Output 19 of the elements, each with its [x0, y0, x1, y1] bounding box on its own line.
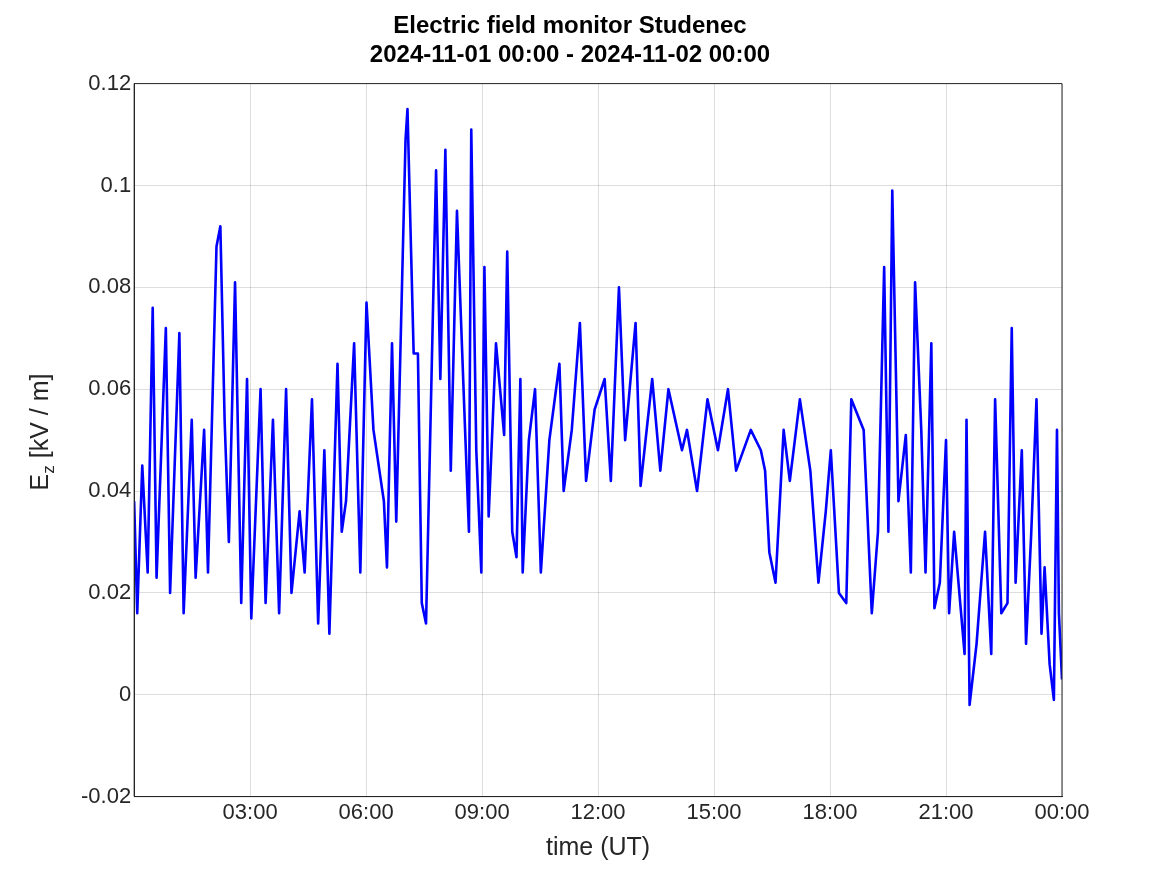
y-tick-label: 0.12	[88, 69, 132, 95]
y-tick-label: 0.06	[88, 375, 132, 401]
y-tick-label: 0.04	[88, 477, 132, 503]
chart-title: Electric field monitor Studenec	[393, 11, 747, 39]
x-axis-title: time (UT)	[545, 831, 651, 860]
chart-subtitle: 2024-11-01 00:00 - 2024-11-02 00:00	[369, 39, 771, 67]
y-tick-label: 0.08	[88, 273, 132, 299]
x-tick-label: 00:00	[1034, 798, 1090, 824]
x-tick-label: 06:00	[338, 798, 394, 824]
x-tick-label: 15:00	[686, 798, 742, 824]
y-tick-label: -0.02	[80, 782, 132, 808]
x-tick-label: 18:00	[802, 798, 858, 824]
y-tick-label: 0	[118, 680, 132, 706]
y-tick-label: 0.1	[100, 171, 132, 197]
x-tick-label: 03:00	[222, 798, 278, 824]
x-tick-label: 09:00	[454, 798, 510, 824]
x-tick-label: 12:00	[570, 798, 626, 824]
y-tick-label: 0.02	[88, 578, 132, 604]
x-tick-label: 21:00	[918, 798, 974, 824]
